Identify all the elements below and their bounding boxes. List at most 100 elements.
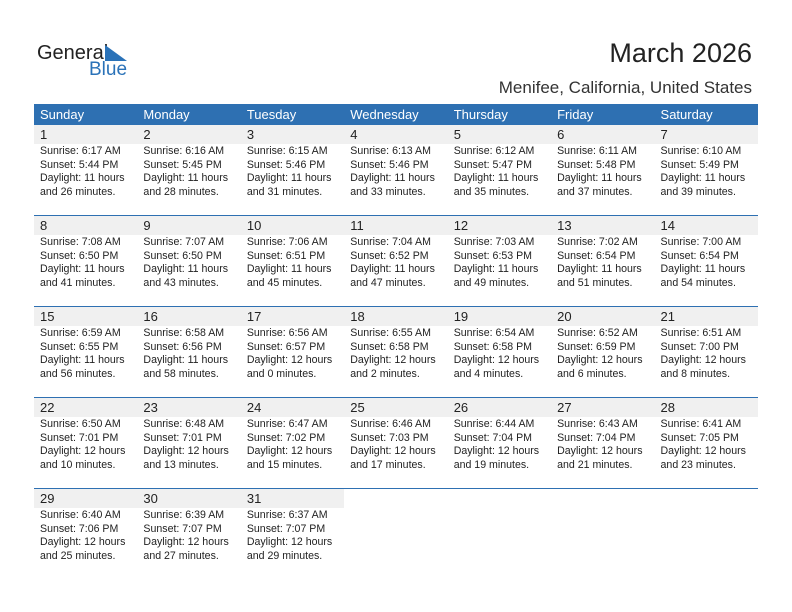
day-cell: 29 Sunrise: 6:40 AM Sunset: 7:06 PM Dayl… (34, 489, 138, 579)
daylight-minutes: and 28 minutes. (143, 185, 219, 198)
daylight: Daylight: 12 hours (350, 445, 436, 457)
daylight-minutes: and 45 minutes. (246, 276, 323, 289)
sunrise: Sunrise: 6:11 AM (557, 145, 637, 157)
sunrise: Sunrise: 6:54 AM (453, 327, 535, 339)
sunrise: Sunrise: 7:00 AM (660, 236, 742, 248)
sunrise: Sunrise: 6:48 AM (143, 418, 225, 430)
day-cell: 25 Sunrise: 6:46 AM Sunset: 7:03 PM Dayl… (344, 398, 448, 488)
daylight-minutes: and 0 minutes. (246, 367, 317, 380)
daylight: Daylight: 12 hours (557, 354, 643, 366)
daylight-minutes: and 15 minutes. (246, 458, 323, 471)
daylight: Daylight: 11 hours (246, 263, 332, 275)
daylight-minutes: and 56 minutes. (40, 367, 116, 380)
day-cell: 21 Sunrise: 6:51 AM Sunset: 7:00 PM Dayl… (654, 307, 758, 397)
sunrise: Sunrise: 6:43 AM (557, 418, 638, 430)
daylight-minutes: and 49 minutes. (453, 276, 530, 289)
sunset: Sunset: 6:59 PM (557, 340, 636, 353)
sunrise: Sunrise: 6:56 AM (246, 327, 328, 339)
sunset: Sunset: 6:52 PM (350, 249, 429, 262)
day-number: 8 (34, 216, 138, 235)
daylight-minutes: and 10 minutes. (40, 458, 116, 471)
sunrise: Sunrise: 6:16 AM (143, 145, 225, 157)
sunrise: Sunrise: 6:55 AM (350, 327, 431, 339)
sunset: Sunset: 7:07 PM (246, 522, 326, 535)
daylight: Daylight: 12 hours (660, 445, 746, 457)
day-cell: 12 Sunrise: 7:03 AM Sunset: 6:53 PM Dayl… (447, 216, 552, 306)
day-number: 17 (240, 307, 345, 326)
logo: General Blue (37, 42, 137, 82)
day-number: 29 (34, 489, 138, 508)
daylight: Daylight: 12 hours (40, 536, 126, 548)
day-number: 5 (447, 125, 552, 144)
daylight-minutes: and 35 minutes. (453, 185, 530, 198)
weekday-tuesday: Tuesday (246, 107, 297, 122)
day-number: 4 (344, 125, 448, 144)
day-cell: 24 Sunrise: 6:47 AM Sunset: 7:02 PM Dayl… (240, 398, 345, 488)
sunrise: Sunrise: 6:12 AM (453, 145, 535, 157)
daylight: Daylight: 11 hours (557, 263, 642, 275)
daylight: Daylight: 12 hours (40, 445, 126, 457)
day-cell: 8 Sunrise: 7:08 AM Sunset: 6:50 PM Dayli… (34, 216, 138, 306)
daylight-minutes: and 54 minutes. (660, 276, 736, 289)
daylight-minutes: and 13 minutes. (143, 458, 219, 471)
day-number: 14 (654, 216, 758, 235)
day-cell: 9 Sunrise: 7:07 AM Sunset: 6:50 PM Dayli… (137, 216, 241, 306)
weekday-header: Sunday Monday Tuesday Wednesday Thursday Frid… (34, 104, 758, 125)
sunset: Sunset: 5:48 PM (557, 158, 636, 171)
sunset: Sunset: 7:04 PM (557, 431, 636, 444)
day-cell: 19 Sunrise: 6:54 AM Sunset: 6:58 PM Dayl… (447, 307, 552, 397)
sunset: Sunset: 6:56 PM (143, 340, 222, 353)
day-number: 20 (551, 307, 655, 326)
logo-text-blue: Blue (89, 59, 128, 80)
sunrise: Sunrise: 6:51 AM (660, 327, 742, 339)
weekday-friday: Friday (557, 107, 594, 122)
daylight-minutes: and 6 minutes. (557, 367, 627, 380)
day-cell: 16 Sunrise: 6:58 AM Sunset: 6:56 PM Dayl… (137, 307, 241, 397)
daylight: Daylight: 11 hours (660, 263, 746, 275)
sunrise: Sunrise: 7:03 AM (453, 236, 535, 248)
day-cell: 5 Sunrise: 6:12 AM Sunset: 5:47 PM Dayli… (447, 125, 552, 215)
week-row: 8 Sunrise: 7:08 AM Sunset: 6:50 PM Dayli… (34, 215, 758, 306)
daylight: Daylight: 12 hours (453, 354, 540, 366)
sunset: Sunset: 7:01 PM (40, 431, 119, 444)
daylight: Daylight: 11 hours (40, 172, 125, 184)
day-cell: 7 Sunrise: 6:10 AM Sunset: 5:49 PM Dayli… (654, 125, 758, 215)
daylight-minutes: and 26 minutes. (40, 185, 116, 198)
daylight-minutes: and 33 minutes. (350, 185, 426, 198)
sunset: Sunset: 6:57 PM (246, 340, 326, 353)
sunset: Sunset: 6:58 PM (350, 340, 429, 353)
daylight-minutes: and 19 minutes. (453, 458, 530, 471)
weekday-sunday: Sunday (40, 107, 85, 122)
daylight-minutes: and 43 minutes. (143, 276, 219, 289)
day-number: 16 (137, 307, 241, 326)
day-cell: 2 Sunrise: 6:16 AM Sunset: 5:45 PM Dayli… (137, 125, 241, 215)
day-cell: 10 Sunrise: 7:06 AM Sunset: 6:51 PM Dayl… (240, 216, 345, 306)
sunrise: Sunrise: 6:58 AM (143, 327, 225, 339)
sunset: Sunset: 5:44 PM (40, 158, 119, 171)
empty-cell (344, 489, 447, 579)
sunrise: Sunrise: 6:15 AM (246, 145, 328, 157)
daylight-minutes: and 58 minutes. (143, 367, 219, 380)
day-cell: 22 Sunrise: 6:50 AM Sunset: 7:01 PM Dayl… (34, 398, 138, 488)
day-cell: 20 Sunrise: 6:52 AM Sunset: 6:59 PM Dayl… (551, 307, 655, 397)
day-number: 7 (654, 125, 758, 144)
daylight-minutes: and 29 minutes. (246, 549, 323, 562)
daylight-minutes: and 47 minutes. (350, 276, 426, 289)
daylight: Daylight: 11 hours (143, 354, 229, 366)
sunrise: Sunrise: 6:10 AM (660, 145, 742, 157)
empty-cell (551, 489, 654, 579)
sunrise: Sunrise: 6:37 AM (246, 509, 328, 521)
sunset: Sunset: 7:04 PM (453, 431, 533, 444)
daylight-minutes: and 17 minutes. (350, 458, 426, 471)
sunset: Sunset: 6:54 PM (660, 249, 739, 262)
sunrise: Sunrise: 6:40 AM (40, 509, 121, 521)
sunset: Sunset: 7:01 PM (143, 431, 222, 444)
day-number: 1 (34, 125, 138, 144)
sunset: Sunset: 7:05 PM (660, 431, 739, 444)
sunrise: Sunrise: 6:39 AM (143, 509, 225, 521)
day-cell: 11 Sunrise: 7:04 AM Sunset: 6:52 PM Dayl… (344, 216, 448, 306)
sunset: Sunset: 5:47 PM (453, 158, 533, 171)
sunset: Sunset: 5:45 PM (143, 158, 222, 171)
day-cell: 6 Sunrise: 6:11 AM Sunset: 5:48 PM Dayli… (551, 125, 655, 215)
sunrise: Sunrise: 6:46 AM (350, 418, 431, 430)
